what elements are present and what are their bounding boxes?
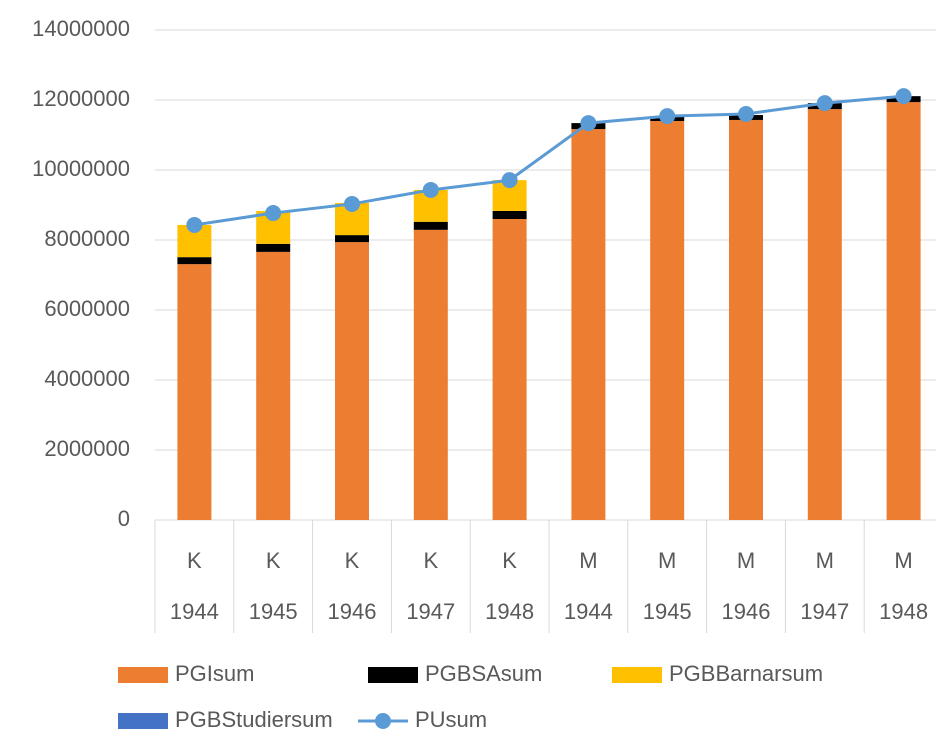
legend-label: PUsum	[415, 707, 487, 732]
x-tick-label: 1945	[643, 599, 692, 624]
line-marker	[895, 88, 912, 105]
x-tick-label: 1948	[485, 599, 534, 624]
bar-segment	[335, 235, 369, 243]
legend-label: PGIsum	[175, 661, 254, 686]
bar-segment	[729, 119, 763, 520]
line-marker	[422, 181, 439, 198]
line-marker	[816, 95, 833, 112]
line-marker	[738, 106, 754, 122]
line-marker	[501, 172, 518, 189]
bar-segment	[492, 219, 527, 520]
bar-segment	[256, 243, 291, 252]
group-label: M	[816, 548, 834, 573]
line-marker	[186, 216, 203, 233]
x-tick-label: 1944	[564, 599, 613, 624]
x-tick-label: 1945	[249, 599, 298, 624]
bar-segment	[571, 129, 606, 521]
legend-label: PGBBarnarsum	[669, 661, 823, 686]
bar-segment	[177, 257, 212, 265]
legend-swatch	[118, 713, 168, 729]
x-tick-label: 1947	[800, 599, 849, 624]
bar-segment	[177, 264, 212, 520]
legend-swatch	[118, 667, 168, 683]
x-tick-label: 1948	[879, 599, 928, 624]
group-label: K	[187, 548, 202, 573]
group-label: K	[266, 548, 281, 573]
y-tick-label: 6000000	[44, 296, 130, 321]
legend-swatch	[368, 667, 418, 683]
y-tick-label: 14000000	[32, 16, 130, 41]
legend-label: PGBStudiersum	[175, 707, 333, 732]
bar-segment	[413, 229, 448, 520]
bar-segment	[335, 242, 369, 520]
y-tick-label: 4000000	[44, 366, 130, 391]
x-tick-label: 1946	[328, 599, 377, 624]
y-tick-label: 2000000	[44, 436, 130, 461]
y-tick-label: 12000000	[32, 86, 130, 111]
bar-segment	[256, 251, 291, 520]
line-marker	[344, 195, 360, 212]
y-tick-label: 0	[118, 506, 130, 531]
legend-marker	[375, 713, 391, 729]
x-tick-label: 1944	[170, 599, 219, 624]
line-marker	[659, 108, 676, 125]
group-label: M	[658, 548, 676, 573]
bar-segment	[807, 109, 842, 520]
line-marker	[580, 115, 597, 132]
bar-segment	[650, 121, 685, 520]
legend-swatch	[612, 667, 662, 683]
bar-segment	[413, 221, 448, 230]
y-tick-label: 8000000	[44, 226, 130, 251]
group-label: M	[579, 548, 597, 573]
line-marker	[265, 205, 282, 222]
group-label: M	[894, 548, 912, 573]
group-label: K	[345, 548, 360, 573]
x-tick-label: 1946	[722, 599, 771, 624]
line	[194, 94, 904, 227]
legend-label: PGBSAsum	[425, 661, 542, 686]
group-label: K	[423, 548, 438, 573]
group-label: K	[502, 548, 517, 573]
bar-segment	[492, 210, 527, 219]
bar-segment	[886, 102, 921, 520]
x-tick-label: 1947	[406, 599, 455, 624]
y-tick-label: 10000000	[32, 156, 130, 181]
group-label: M	[737, 548, 755, 573]
